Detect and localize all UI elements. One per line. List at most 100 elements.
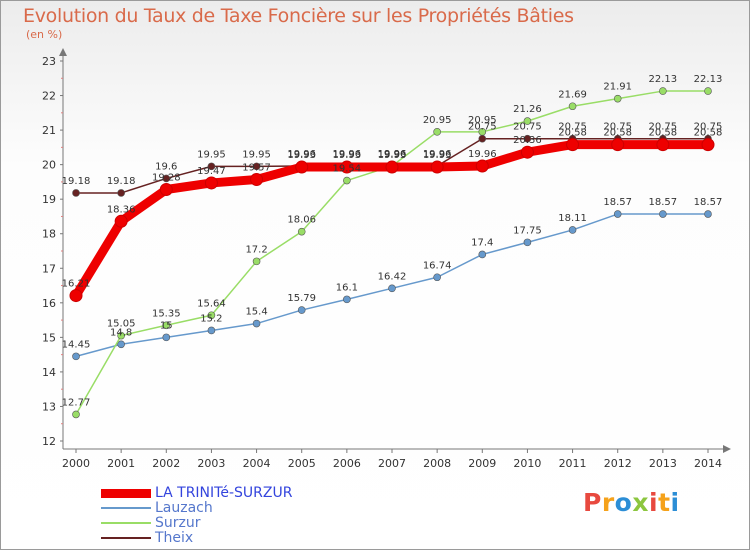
data-label-surzur: 22.13	[649, 74, 678, 85]
logo-letter: i	[670, 488, 680, 517]
data-label-lauzach: 17.4	[471, 237, 493, 248]
y-tick-label: 12	[42, 435, 56, 448]
chart-subtitle: (en %)	[26, 28, 63, 41]
y-tick-label: 21	[42, 124, 56, 137]
data-point-theix	[523, 134, 532, 143]
data-point-la-trinit-surzur	[520, 145, 534, 159]
x-tick-label: 2001	[107, 457, 135, 470]
y-tick-label: 22	[42, 90, 56, 103]
data-label-surzur: 15.05	[107, 319, 136, 330]
data-point-surzur	[704, 87, 712, 95]
data-point-lauzach	[388, 284, 396, 293]
data-label-theix: 19.18	[62, 176, 91, 187]
x-axis-arrow	[723, 445, 731, 453]
data-label-surzur: 21.69	[558, 89, 587, 100]
data-point-la-trinit-surzur	[250, 172, 264, 186]
data-label-surzur: 20.95	[468, 115, 497, 126]
data-label-la-trinit-surzur: 19.93	[287, 150, 316, 161]
data-point-surzur	[72, 410, 80, 419]
data-point-theix	[207, 162, 216, 171]
series-line-surzur	[75, 90, 709, 416]
legend-swatch-lauzach	[101, 507, 151, 509]
data-point-la-trinit-surzur	[656, 138, 670, 152]
y-tick-label: 13	[42, 400, 56, 413]
data-label-la-trinit-surzur: 19.96	[468, 149, 497, 160]
data-label-surzur: 20.95	[423, 115, 452, 126]
x-tick-label: 2003	[197, 457, 225, 470]
data-label-la-trinit-surzur: 19.47	[197, 166, 226, 177]
legend-item-theix[interactable]: Theix	[101, 530, 361, 546]
x-tick-label: 2014	[694, 457, 722, 470]
y-axis-arrow	[59, 48, 67, 56]
data-label-lauzach: 18.57	[603, 197, 632, 208]
data-label-lauzach: 15	[160, 320, 173, 331]
data-label-lauzach: 17.75	[513, 225, 542, 236]
legend-item-lauzach[interactable]: Lauzach	[101, 500, 361, 516]
data-label-lauzach: 18.57	[649, 197, 678, 208]
data-point-surzur	[207, 311, 216, 320]
data-label-lauzach: 14.8	[110, 327, 132, 338]
data-point-surzur	[433, 128, 441, 136]
logo-letter: i	[649, 488, 659, 517]
x-tick-label: 2006	[333, 457, 361, 470]
proxiti-logo[interactable]: Proxiti	[583, 488, 680, 517]
logo-letter: o	[614, 488, 633, 517]
data-label-theix: 20.75	[694, 122, 723, 133]
x-tick-label: 2009	[468, 457, 496, 470]
data-labels: 14.45 14.8 15 15.2 15.4 15.79 16.1 16.42 16.74 17…	[62, 74, 723, 408]
data-label-la-trinit-surzur: 16.21	[62, 279, 91, 290]
data-label-lauzach: 16.74	[423, 260, 452, 271]
data-label-surzur: 21.26	[513, 104, 542, 115]
data-label-la-trinit-surzur: 20.58	[558, 128, 587, 139]
data-point-lauzach	[297, 306, 306, 314]
legend-label-surzur: Surzur	[155, 515, 201, 531]
legend-label-lauzach: Lauzach	[155, 500, 213, 516]
data-point-theix	[72, 189, 80, 197]
data-point-surzur	[659, 87, 667, 95]
data-point-surzur	[252, 257, 261, 266]
data-label-lauzach: 18.11	[558, 213, 587, 224]
data-label-theix: 19.95	[242, 149, 271, 160]
data-label-la-trinit-surzur: 19.28	[152, 173, 181, 184]
data-point-theix	[162, 174, 171, 183]
data-label-lauzach: 16.42	[378, 271, 407, 282]
data-label-surzur: 12.77	[62, 397, 91, 408]
data-point-lauzach	[252, 319, 261, 328]
data-label-theix: 19.96	[333, 149, 362, 160]
data-point-lauzach	[568, 226, 577, 234]
x-tick-label: 2004	[243, 457, 271, 470]
data-point-la-trinit-surzur	[701, 138, 715, 152]
y-tick-label: 14	[42, 366, 56, 379]
legend: LA TRINITé-SURZUR Lauzach Surzur Theix	[101, 485, 361, 546]
x-tick-label: 2000	[62, 457, 90, 470]
data-label-la-trinit-surzur: 19.93	[423, 150, 452, 161]
data-label-surzur: 22.13	[694, 74, 723, 85]
data-label-theix: 20.75	[603, 122, 632, 133]
x-tick-label: 2002	[152, 457, 180, 470]
data-label-lauzach: 15.2	[200, 313, 222, 324]
axes: 12 13 14 15 16 17 18 19 20 21 22 23 2000 2001 2002 2003…	[42, 48, 731, 470]
series-group	[69, 87, 715, 419]
logo-letter: P	[583, 488, 602, 517]
data-label-surzur: 15.64	[197, 298, 226, 309]
data-label-theix: 19.18	[107, 176, 136, 187]
data-point-la-trinit-surzur	[159, 183, 173, 197]
y-tick-label: 23	[42, 55, 56, 68]
data-point-surzur	[613, 94, 622, 103]
y-tick-label: 16	[42, 297, 56, 310]
data-point-lauzach	[72, 352, 80, 361]
data-point-la-trinit-surzur	[114, 214, 128, 228]
data-point-la-trinit-surzur	[475, 159, 489, 173]
data-point-theix	[252, 162, 261, 171]
data-label-theix: 19.6	[155, 161, 177, 172]
logo-letter: x	[632, 488, 649, 517]
data-label-surzur: 19.54	[333, 164, 362, 175]
legend-swatch-theix	[101, 537, 151, 539]
data-point-la-trinit-surzur	[204, 176, 218, 190]
data-point-la-trinit-surzur	[69, 289, 83, 303]
legend-item-surzur[interactable]: Surzur	[101, 515, 361, 531]
data-point-surzur	[568, 102, 577, 111]
legend-item-la-trinite-surzur[interactable]: LA TRINITé-SURZUR	[101, 485, 361, 501]
